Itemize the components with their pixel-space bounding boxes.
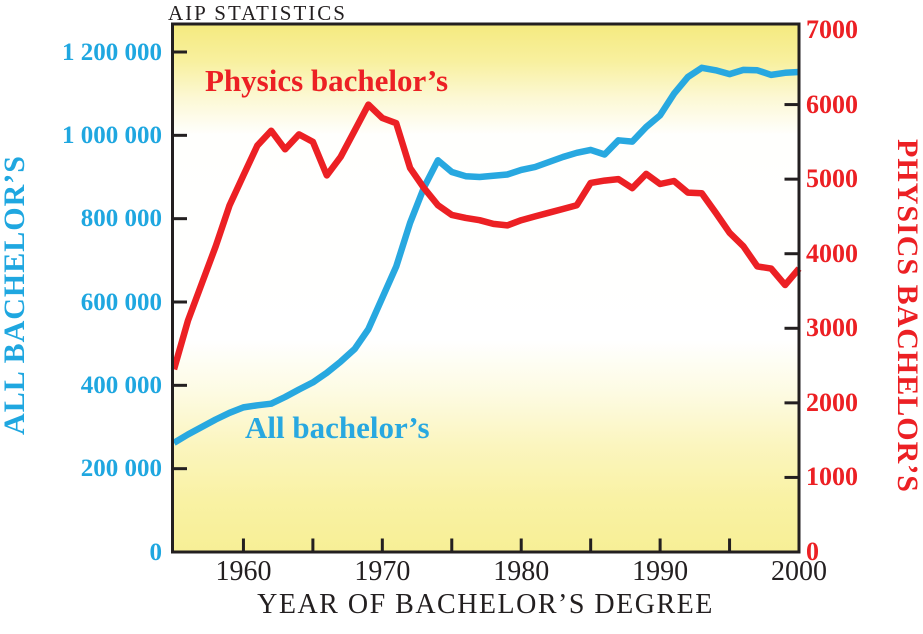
x-axis-tick-label: 1990 [632,556,689,587]
plot-border [171,22,801,554]
right-axis-tick-label: 7000 [806,15,858,44]
left-axis-tick-label: 200 000 [80,455,162,483]
right-axis-tick-label: 5000 [806,164,858,194]
right-axis-tick-label: 2000 [806,387,858,417]
physics-series-label: Physics bachelor’s [205,63,449,98]
left-axis-tick-label: 1 000 000 [62,121,162,149]
right-axis-title: PHYSICS BACHELOR’S [891,139,923,493]
x-axis-tick-label: 1960 [215,556,272,587]
chart-title: AIP STATISTICS [168,1,347,25]
x-axis-tick-label: 2000 [771,556,827,587]
x-axis-title: YEAR OF BACHELOR’S DEGREE [257,589,714,620]
left-axis-tick-label: 0 [149,538,163,566]
right-axis-tick-label: 6000 [806,89,858,119]
right-axis-tick-label: 1000 [806,462,858,492]
physics-bachelors-line [170,101,802,371]
left-axis-tick-label: 800 000 [80,205,162,233]
x-axis-tick-label: 1970 [354,556,411,587]
right-axis-tick-label: 4000 [806,238,858,268]
left-axis-tick-label: 600 000 [80,288,162,316]
right-axis-tick-label: 3000 [806,313,858,343]
all-bachelors-line [172,64,800,446]
left-axis-tick-label: 400 000 [80,371,162,399]
plot-background [172,24,799,552]
axis-ticks [174,50,798,551]
right-axis-tick-label: 0 [806,537,819,566]
left-axis-tick-label: 1 200 000 [62,38,162,66]
all-series-label: All bachelor’s [245,410,430,445]
x-axis-tick-label: 1980 [493,556,550,587]
